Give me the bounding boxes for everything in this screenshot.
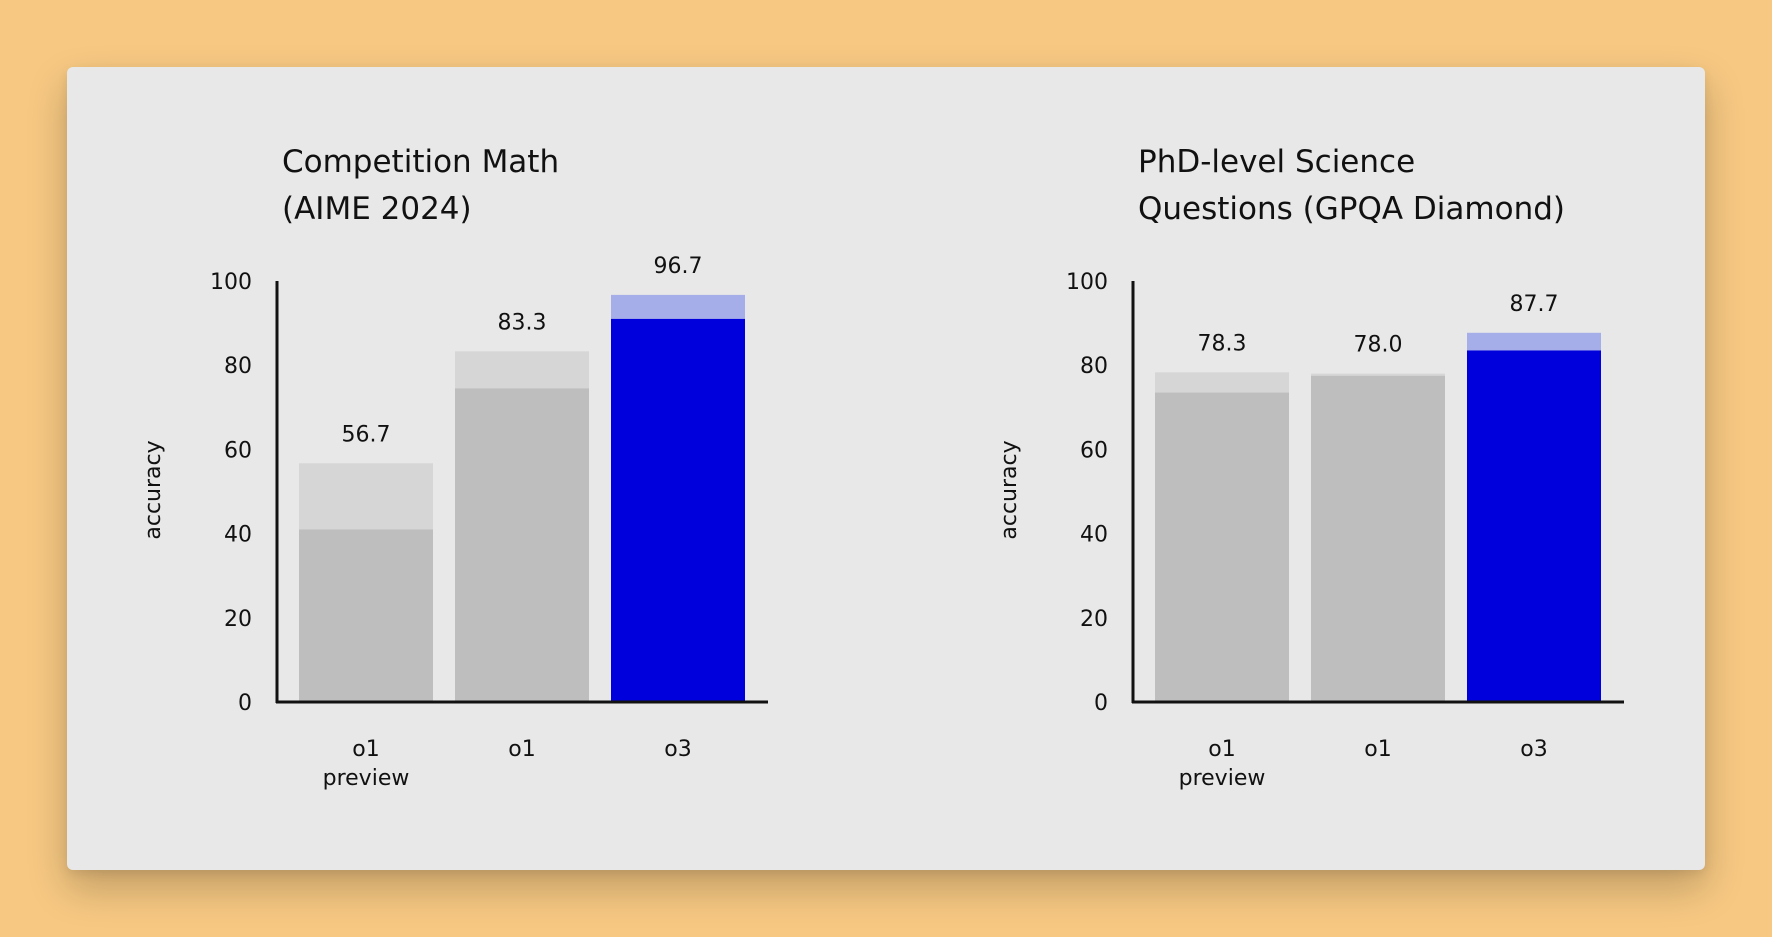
- y-axis-title: accuracy: [997, 440, 1022, 539]
- bar: [1155, 392, 1289, 702]
- bar: [1311, 375, 1445, 702]
- y-tick-label: 0: [238, 691, 252, 716]
- x-category-label: o3: [664, 737, 691, 762]
- bar-value-label: 87.7: [1510, 292, 1559, 317]
- x-category-label: o1: [508, 737, 535, 762]
- bar: [1467, 350, 1601, 702]
- bar-value-label: 96.7: [654, 254, 703, 279]
- bar-extension: [611, 294, 745, 319]
- chart-title-line-1: Competition Math: [282, 144, 559, 180]
- chart-aime: Competition Math (AIME 2024) accuracy 0 2…: [141, 144, 768, 791]
- chart-title-line-2: Questions (GPQA Diamond): [1138, 191, 1565, 227]
- bar-extension: [1467, 332, 1601, 351]
- bar-extension: [299, 463, 433, 530]
- y-tick-label: 60: [1080, 438, 1108, 463]
- bar-extension: [1155, 372, 1289, 393]
- y-tick-label: 20: [224, 607, 252, 632]
- x-category-label: o3: [1520, 737, 1547, 762]
- bar: [611, 318, 745, 702]
- y-tick-label: 100: [1066, 270, 1108, 295]
- y-tick-label: 100: [210, 270, 252, 295]
- x-category-label: preview: [323, 766, 410, 791]
- y-tick-label: 40: [224, 523, 252, 548]
- y-tick-label: 40: [1080, 523, 1108, 548]
- y-axis-title: accuracy: [141, 440, 166, 539]
- bar: [299, 529, 433, 702]
- y-tick-label: 20: [1080, 607, 1108, 632]
- bar: [455, 388, 589, 702]
- chart-title-line-2: (AIME 2024): [282, 191, 472, 227]
- y-tick-label: 60: [224, 438, 252, 463]
- chart-title-line-1: PhD-level Science: [1138, 144, 1415, 180]
- y-tick-label: 80: [1080, 354, 1108, 379]
- y-tick-label: 80: [224, 354, 252, 379]
- bar-value-label: 83.3: [498, 310, 547, 335]
- bar-value-label: 78.3: [1198, 331, 1247, 356]
- y-tick-label: 0: [1094, 691, 1108, 716]
- bar-value-label: 78.0: [1354, 333, 1403, 358]
- bar-extension: [1311, 373, 1445, 376]
- chart-gpqa: PhD-level Science Questions (GPQA Diamon…: [997, 144, 1624, 791]
- bar-value-label: 56.7: [342, 422, 391, 447]
- x-category-label: o1: [1208, 737, 1235, 762]
- x-category-label: preview: [1179, 766, 1266, 791]
- bar-extension: [455, 351, 589, 389]
- x-category-label: o1: [352, 737, 379, 762]
- x-category-label: o1: [1364, 737, 1391, 762]
